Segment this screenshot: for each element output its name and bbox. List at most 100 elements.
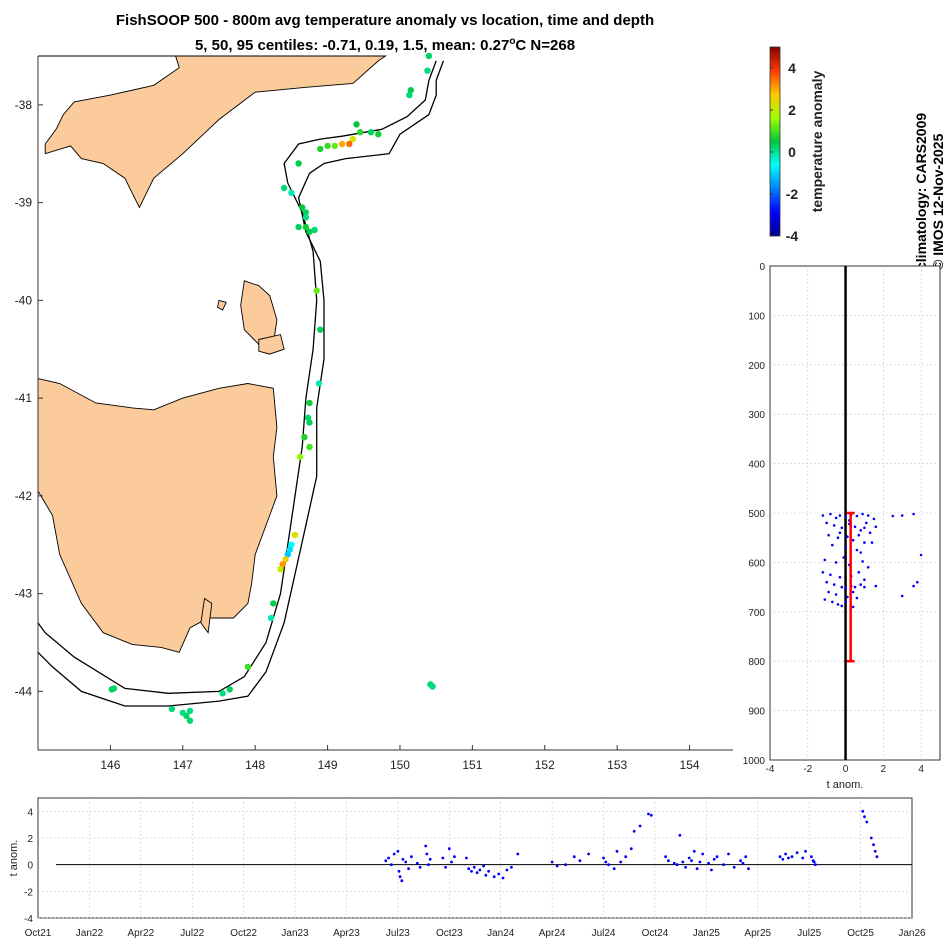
time-point bbox=[387, 856, 390, 860]
time-point bbox=[784, 852, 787, 856]
depth-point bbox=[823, 558, 827, 562]
map-x-tick-label: 148 bbox=[245, 758, 265, 772]
time-x-tick-label: Oct25 bbox=[847, 928, 874, 939]
time-point bbox=[727, 852, 730, 856]
depth-point bbox=[832, 524, 836, 527]
time-point bbox=[638, 824, 642, 828]
time-y-tick-label: 4 bbox=[27, 807, 33, 818]
time-point bbox=[675, 863, 679, 867]
depth-y-tick-label: 800 bbox=[748, 657, 765, 668]
map-point bbox=[219, 690, 226, 697]
mainland-land bbox=[38, 55, 387, 209]
time-point bbox=[863, 815, 866, 819]
depth-point bbox=[861, 560, 864, 563]
depth-point bbox=[821, 514, 825, 517]
depth-point bbox=[838, 531, 842, 535]
time-point bbox=[555, 864, 559, 868]
time-point bbox=[790, 855, 794, 859]
depth-point bbox=[821, 571, 825, 574]
map-y-tick-label: -41 bbox=[15, 391, 33, 405]
depth-y-tick-label: 1000 bbox=[743, 756, 766, 767]
depth-point bbox=[857, 533, 861, 537]
colorbar-tick-label: 0 bbox=[788, 144, 796, 160]
depth-point bbox=[831, 600, 834, 604]
map-point bbox=[346, 140, 353, 148]
depth-point bbox=[863, 578, 866, 581]
map-point bbox=[244, 663, 252, 671]
time-x-tick-label: Jan24 bbox=[487, 928, 515, 939]
time-point bbox=[875, 855, 879, 859]
map-point bbox=[317, 326, 324, 333]
colorbar-tick-label: -2 bbox=[786, 186, 799, 202]
depth-point bbox=[838, 514, 842, 517]
time-x-tick-label: Jul24 bbox=[592, 928, 616, 939]
title-block: FishSOOP 500 - 800m avg temperature anom… bbox=[0, 10, 770, 56]
time-point bbox=[781, 857, 785, 861]
map-panel: 146 147 148 149 150 151 152 153 154 -38 -39 -40 -41 -… bbox=[15, 52, 733, 772]
depth-point bbox=[840, 604, 844, 608]
time-point bbox=[484, 873, 488, 877]
depth-point bbox=[859, 529, 862, 532]
map-point bbox=[277, 566, 284, 573]
depth-point bbox=[832, 583, 836, 586]
depth-point bbox=[829, 573, 832, 577]
map-point bbox=[311, 226, 318, 234]
time-x-tick-label: Jul22 bbox=[180, 928, 204, 939]
time-point bbox=[787, 856, 790, 860]
time-point bbox=[407, 867, 410, 871]
time-x-tick-label: Apr22 bbox=[127, 928, 154, 939]
map-point bbox=[295, 160, 302, 167]
depth-point bbox=[851, 538, 855, 542]
time-point bbox=[441, 856, 445, 860]
colorbar-tick-label: -4 bbox=[786, 228, 799, 244]
depth-point bbox=[825, 521, 828, 525]
map-point bbox=[284, 551, 291, 558]
depth-x-tick-label: 0 bbox=[843, 764, 849, 775]
map-point bbox=[313, 287, 320, 294]
time-point bbox=[425, 852, 429, 856]
time-point bbox=[400, 879, 404, 883]
depth-point bbox=[827, 533, 830, 537]
time-point bbox=[602, 856, 605, 860]
time-x-tick-label: Oct22 bbox=[230, 928, 257, 939]
colorbar: -4 -2 0 2 4 temperature anomaly bbox=[769, 46, 825, 244]
map-point bbox=[186, 707, 194, 715]
depth-point bbox=[870, 541, 874, 544]
depth-point bbox=[866, 566, 870, 569]
time-point bbox=[472, 865, 476, 869]
map-point bbox=[267, 614, 275, 622]
depth-point bbox=[846, 535, 849, 538]
time-point bbox=[510, 865, 513, 869]
time-point bbox=[681, 860, 685, 864]
time-point bbox=[695, 867, 699, 871]
depth-point bbox=[838, 575, 842, 579]
time-point bbox=[865, 820, 869, 824]
map-point bbox=[306, 419, 313, 426]
time-point bbox=[465, 856, 468, 860]
time-point bbox=[492, 875, 496, 879]
time-point bbox=[624, 855, 628, 859]
depth-point bbox=[916, 580, 919, 584]
time-point bbox=[478, 868, 482, 872]
time-point bbox=[701, 852, 705, 856]
depth-point bbox=[851, 590, 855, 594]
map-x-tick-label: 147 bbox=[173, 758, 193, 772]
time-point bbox=[684, 865, 687, 869]
time-point bbox=[712, 857, 716, 861]
time-point bbox=[487, 869, 490, 873]
chart-title: FishSOOP 500 - 800m avg temperature anom… bbox=[115, 12, 655, 29]
time-point bbox=[814, 863, 817, 867]
map-y-tick-label: -39 bbox=[15, 196, 33, 210]
depth-point bbox=[834, 561, 838, 564]
depth-point bbox=[919, 553, 923, 557]
map-point bbox=[424, 67, 431, 74]
time-point bbox=[501, 876, 505, 880]
time-point bbox=[722, 863, 725, 867]
time-point bbox=[427, 863, 430, 867]
map-x-tick-label: 152 bbox=[535, 758, 555, 772]
time-y-tick-label: 2 bbox=[27, 834, 33, 845]
depth-x-tick-label: -2 bbox=[803, 764, 812, 775]
time-point bbox=[710, 868, 713, 872]
map-x-tick-label: 153 bbox=[607, 758, 627, 772]
time-point bbox=[873, 849, 877, 853]
